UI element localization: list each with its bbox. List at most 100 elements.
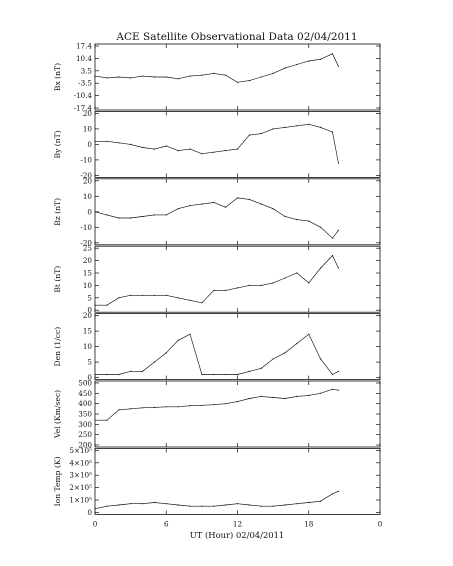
data-point xyxy=(331,53,334,55)
data-point xyxy=(201,302,203,304)
data-point xyxy=(165,352,167,354)
data-point xyxy=(337,162,339,164)
data-point xyxy=(213,373,215,376)
data-point xyxy=(236,503,239,505)
data-point xyxy=(236,373,239,376)
y-tick-label: 5×10⁵ xyxy=(69,446,92,455)
data-point xyxy=(236,81,239,83)
data-point xyxy=(94,419,96,421)
data-point xyxy=(236,148,239,150)
panel-frame xyxy=(94,245,381,313)
data-point xyxy=(296,63,298,66)
data-point xyxy=(272,282,274,284)
data-point xyxy=(177,297,179,299)
data-point xyxy=(94,211,96,213)
y-axis-label: Vel (Km/sec) xyxy=(53,390,62,439)
data-point xyxy=(337,65,339,67)
y-tick-label: 25 xyxy=(83,244,93,253)
data-point xyxy=(165,503,167,505)
data-point xyxy=(130,370,132,372)
data-point xyxy=(331,388,334,390)
panel-frame xyxy=(94,447,381,515)
data-point xyxy=(201,404,203,406)
data-point xyxy=(141,146,144,149)
data-point xyxy=(296,125,298,127)
data-point xyxy=(260,395,262,397)
data-point xyxy=(189,75,191,77)
data-point xyxy=(118,409,120,411)
y-tick-label: 250 xyxy=(78,430,92,439)
data-point xyxy=(308,123,310,125)
x-tick-label: 6 xyxy=(164,519,169,528)
x-axis-label: UT (Hour) 02/04/2011 xyxy=(190,530,285,540)
data-point xyxy=(153,76,155,78)
y-tick-label: 0 xyxy=(87,373,92,382)
data-point xyxy=(260,76,262,78)
y-tick-label: 2×10⁵ xyxy=(69,483,92,492)
data-point xyxy=(213,505,215,507)
data-point xyxy=(141,215,144,218)
data-point xyxy=(260,133,262,135)
data-point xyxy=(260,284,262,286)
data-point xyxy=(320,58,322,60)
data-point xyxy=(337,389,339,391)
data-point xyxy=(141,407,144,409)
data-point xyxy=(248,134,250,136)
y-tick-label: 5 xyxy=(87,358,92,367)
data-point xyxy=(201,153,203,155)
data-point xyxy=(308,282,310,284)
data-point xyxy=(320,226,322,228)
y-axis-label: Bt (nT) xyxy=(53,266,62,293)
data-point xyxy=(118,297,120,299)
chart-title: ACE Satellite Observational Data 02/04/2… xyxy=(115,31,357,43)
y-tick-label: 3×10⁵ xyxy=(69,471,92,480)
data-point xyxy=(94,508,96,510)
data-point xyxy=(225,373,227,376)
data-point xyxy=(165,145,167,147)
data-point xyxy=(225,206,227,208)
panel-7: 5×10⁵ 4×10⁵ 3×10⁵ 2×10⁵ 1×10⁵ 0 Ion Temp (K) xyxy=(53,446,381,517)
data-point xyxy=(106,419,108,421)
data-point xyxy=(118,504,120,506)
data-point xyxy=(337,267,339,269)
y-tick-label: -3.5 xyxy=(78,79,92,88)
panel-frame xyxy=(94,313,381,381)
data-point xyxy=(248,284,250,286)
data-point xyxy=(248,198,250,200)
data-point xyxy=(260,203,262,205)
data-point xyxy=(141,370,144,372)
data-point xyxy=(189,148,191,150)
x-tick-label: 0 xyxy=(93,519,98,528)
series-line xyxy=(94,197,339,239)
data-point xyxy=(225,289,227,291)
data-point xyxy=(337,490,339,492)
data-point xyxy=(272,72,274,74)
data-point xyxy=(284,277,286,279)
y-tick-label: -20 xyxy=(80,171,92,180)
data-point xyxy=(165,214,167,216)
panels: 17.4 10.4 3.5 -3.5 -10.4 -17.4 Bx (nT) 20 10 0 -10… xyxy=(53,42,383,529)
data-point xyxy=(189,205,191,207)
data-point xyxy=(308,501,310,504)
y-tick-label: -10 xyxy=(80,223,92,232)
data-point xyxy=(189,333,191,335)
y-axis-label: By (nT) xyxy=(53,130,62,158)
series-line xyxy=(95,255,339,306)
data-point xyxy=(94,373,96,376)
data-point xyxy=(296,219,298,221)
y-tick-label: -10.4 xyxy=(74,91,93,100)
data-point xyxy=(225,403,227,405)
data-point xyxy=(260,367,262,369)
data-point xyxy=(320,358,322,360)
data-point xyxy=(225,150,227,152)
y-tick-label: 450 xyxy=(78,389,92,398)
data-point xyxy=(320,267,322,269)
data-point xyxy=(130,408,132,410)
data-point xyxy=(106,77,108,79)
data-point xyxy=(320,500,322,502)
data-point xyxy=(296,272,298,274)
data-point xyxy=(177,208,179,210)
data-point xyxy=(225,504,227,506)
data-point xyxy=(118,76,120,78)
data-point xyxy=(308,333,310,335)
